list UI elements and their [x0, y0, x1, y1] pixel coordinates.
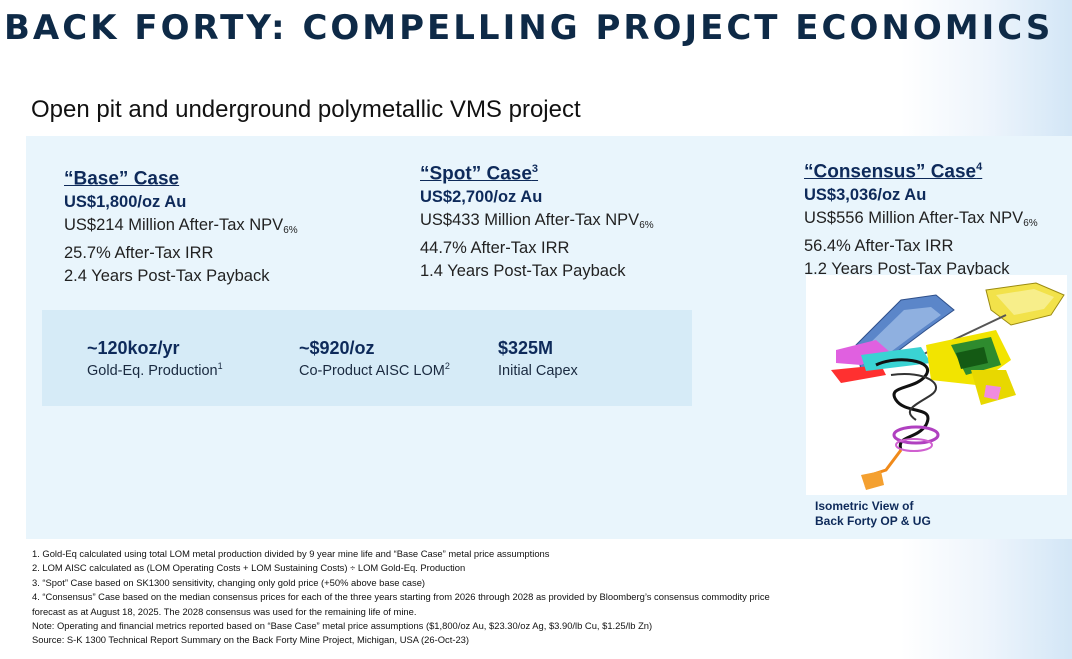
spot-case-npv: US$433 Million After-Tax NPV6%	[420, 210, 654, 231]
base-case-payback: 2.4 Years Post-Tax Payback	[64, 266, 270, 285]
metric-capex-label: Initial Capex	[498, 362, 578, 379]
metric-production: ~120koz/yr Gold-Eq. Production1	[87, 338, 223, 379]
consensus-case-heading: “Consensus” Case4	[804, 161, 983, 183]
consensus-case-irr: 56.4% After-Tax IRR	[804, 237, 954, 256]
spot-case-irr: 44.7% After-Tax IRR	[420, 239, 570, 258]
metric-aisc-label: Co-Product AISC LOM2	[299, 361, 450, 379]
spot-case-price: US$2,700/oz Au	[420, 188, 543, 207]
consensus-case-price: US$3,036/oz Au	[804, 186, 927, 205]
metric-production-label: Gold-Eq. Production1	[87, 361, 223, 379]
image-caption-line2: Back Forty OP & UG	[815, 514, 931, 528]
key-metrics-box: ~120koz/yr Gold-Eq. Production1 ~$920/oz…	[42, 310, 692, 406]
base-case-irr: 25.7% After-Tax IRR	[64, 244, 214, 263]
footnote-note: Note: Operating and financial metrics re…	[32, 620, 653, 632]
footnotes: 1. Gold-Eq calculated using total LOM me…	[32, 547, 872, 648]
footnote-4: 4. “Consensus” Case based on the median …	[32, 591, 770, 603]
base-case-block: “Base” Case US$1,800/oz Au US$214 Millio…	[64, 162, 298, 287]
consensus-case-npv: US$556 Million After-Tax NPV6%	[804, 208, 1038, 229]
footnote-4-cont: forecast as at August 18, 2025. The 2028…	[32, 605, 417, 617]
metric-capex-value: $325M	[498, 338, 554, 358]
image-caption-line1: Isometric View of	[815, 499, 914, 513]
footnote-3: 3. “Spot” Case based on SK1300 sensitivi…	[32, 576, 426, 588]
footnote-source: Source: S-K 1300 Technical Report Summar…	[32, 634, 469, 646]
metric-capex: $325M Initial Capex	[498, 338, 578, 379]
consensus-case-block: “Consensus” Case4 US$3,036/oz Au US$556 …	[804, 155, 1038, 280]
isometric-view-image	[806, 275, 1067, 495]
spot-case-heading: “Spot” Case3	[420, 163, 539, 185]
base-case-heading: “Base” Case	[64, 168, 180, 190]
base-case-price: US$1,800/oz Au	[64, 193, 187, 212]
spot-case-block: “Spot” Case3 US$2,700/oz Au US$433 Milli…	[420, 157, 654, 282]
consensus-case-payback: 1.2 Years Post-Tax Payback	[804, 259, 1010, 278]
page-subtitle: Open pit and underground polymetallic VM…	[31, 96, 581, 123]
page-title: BACK FORTY: COMPELLING PROJECT ECONOMICS	[4, 8, 1054, 48]
image-caption: Isometric View of Back Forty OP & UG	[815, 499, 931, 529]
metric-production-value: ~120koz/yr	[87, 338, 180, 358]
footnote-1: 1. Gold-Eq calculated using total LOM me…	[32, 548, 550, 559]
footnote-2: 2. LOM AISC calculated as (LOM Operating…	[32, 562, 466, 574]
spot-case-payback: 1.4 Years Post-Tax Payback	[420, 261, 626, 280]
metric-aisc-value: ~$920/oz	[299, 338, 375, 358]
mine-model-illustration	[831, 282, 1065, 490]
base-case-npv: US$214 Million After-Tax NPV6%	[64, 215, 298, 236]
metric-aisc: ~$920/oz Co-Product AISC LOM2	[299, 338, 450, 379]
